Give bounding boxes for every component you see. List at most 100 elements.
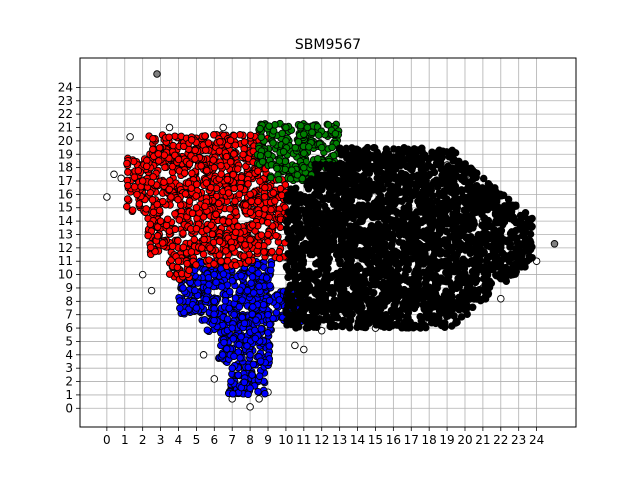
cluster-red-point — [154, 150, 163, 158]
cluster-blue-point — [246, 351, 254, 359]
outliers-white-point — [219, 123, 227, 132]
cluster-black-point — [304, 177, 312, 186]
cluster-black-point — [454, 274, 462, 283]
outliers-white-point — [138, 270, 147, 279]
cluster-red-point — [224, 189, 233, 197]
cluster-green-point — [264, 150, 272, 159]
cluster-red-point — [217, 161, 225, 170]
cluster-black-point — [343, 200, 351, 208]
cluster-black-point — [343, 279, 351, 288]
cluster-black-point — [355, 236, 364, 244]
cluster-black-point — [288, 312, 296, 320]
cluster-blue-point — [204, 287, 212, 295]
cluster-black-point — [457, 313, 466, 321]
cluster-black-point — [413, 322, 422, 331]
cluster-green-point — [328, 143, 336, 152]
x-tick-label: 15 — [368, 433, 383, 447]
cluster-black-point — [333, 284, 342, 292]
cluster-blue-point — [192, 304, 201, 312]
cluster-black-point — [325, 164, 334, 172]
cluster-red-point — [155, 144, 164, 152]
cluster-blue-point — [230, 310, 238, 319]
cluster-blue-point — [264, 329, 272, 337]
cluster-black-point — [324, 264, 332, 273]
cluster-black-point — [313, 234, 322, 242]
cluster-red-point — [261, 205, 269, 213]
cluster-blue-point — [240, 319, 249, 328]
cluster-red-point — [169, 141, 177, 150]
outliers-gray-point — [153, 70, 161, 78]
cluster-red-point — [190, 235, 199, 244]
y-tick-label: 22 — [58, 107, 73, 121]
cluster-black-point — [408, 255, 416, 263]
cluster-black-point — [423, 161, 432, 170]
outliers-white-point — [300, 345, 308, 354]
cluster-blue-point — [275, 296, 284, 304]
cluster-red-point — [267, 205, 275, 214]
cluster-black-point — [512, 201, 520, 209]
cluster-blue-point — [223, 345, 231, 353]
cluster-red-point — [203, 166, 211, 175]
cluster-black-point — [415, 281, 423, 289]
cluster-red-point — [130, 183, 139, 191]
cluster-black-point — [502, 277, 511, 285]
cluster-black-point — [497, 244, 505, 252]
cluster-black-point — [292, 237, 300, 246]
cluster-black-point — [294, 207, 303, 215]
cluster-red-point — [241, 241, 249, 249]
y-tick-label: 8 — [65, 294, 73, 308]
cluster-green-point — [300, 163, 308, 172]
cluster-black-point — [346, 171, 354, 180]
cluster-black-point — [487, 223, 496, 231]
cluster-black-point — [460, 305, 468, 313]
cluster-red-point — [149, 134, 157, 143]
cluster-red-point — [257, 231, 266, 239]
cluster-black-point — [356, 306, 364, 314]
cluster-blue-point — [219, 270, 228, 278]
cluster-red-point — [229, 170, 237, 179]
outliers-white-point — [147, 286, 156, 295]
y-tick-label: 6 — [65, 321, 73, 335]
cluster-black-point — [333, 168, 341, 177]
cluster-black-point — [378, 293, 387, 301]
x-tick-label: 1 — [121, 433, 129, 447]
cluster-black-point — [389, 163, 398, 172]
cluster-black-point — [502, 211, 510, 220]
cluster-black-point — [395, 158, 404, 167]
cluster-red-point — [201, 202, 209, 211]
cluster-blue-point — [238, 296, 246, 304]
cluster-red-point — [180, 169, 189, 177]
x-tick-label: 7 — [228, 433, 236, 447]
cluster-red-point — [264, 218, 272, 227]
cluster-black-point — [289, 197, 298, 205]
cluster-green-point — [282, 137, 290, 145]
cluster-blue-point — [228, 277, 236, 285]
x-tick-label: 22 — [493, 433, 508, 447]
y-tick-label: 24 — [58, 80, 73, 94]
cluster-black-point — [377, 236, 385, 245]
outliers-white-point — [199, 351, 208, 359]
cluster-black-point — [422, 283, 430, 291]
cluster-black-point — [445, 260, 453, 268]
cluster-black-point — [474, 245, 482, 254]
cluster-black-point — [337, 241, 346, 249]
y-tick-label: 7 — [65, 308, 73, 322]
cluster-blue-point — [225, 304, 233, 313]
cluster-black-point — [414, 171, 422, 179]
cluster-black-point — [338, 274, 346, 282]
outliers-white-point — [117, 174, 125, 183]
x-tick-label: 3 — [157, 433, 165, 447]
cluster-black-point — [312, 167, 321, 175]
cluster-black-point — [430, 263, 438, 272]
cluster-black-point — [449, 231, 458, 240]
cluster-red-point — [148, 196, 157, 204]
cluster-blue-point — [255, 372, 264, 380]
cluster-red-point — [163, 215, 172, 223]
cluster-black-point — [481, 201, 490, 209]
cluster-red-point — [185, 160, 194, 168]
cluster-black-point — [392, 173, 401, 181]
cluster-blue-point — [236, 354, 244, 362]
cluster-black-point — [329, 238, 337, 247]
cluster-blue-point — [269, 314, 277, 323]
cluster-black-point — [483, 254, 492, 263]
